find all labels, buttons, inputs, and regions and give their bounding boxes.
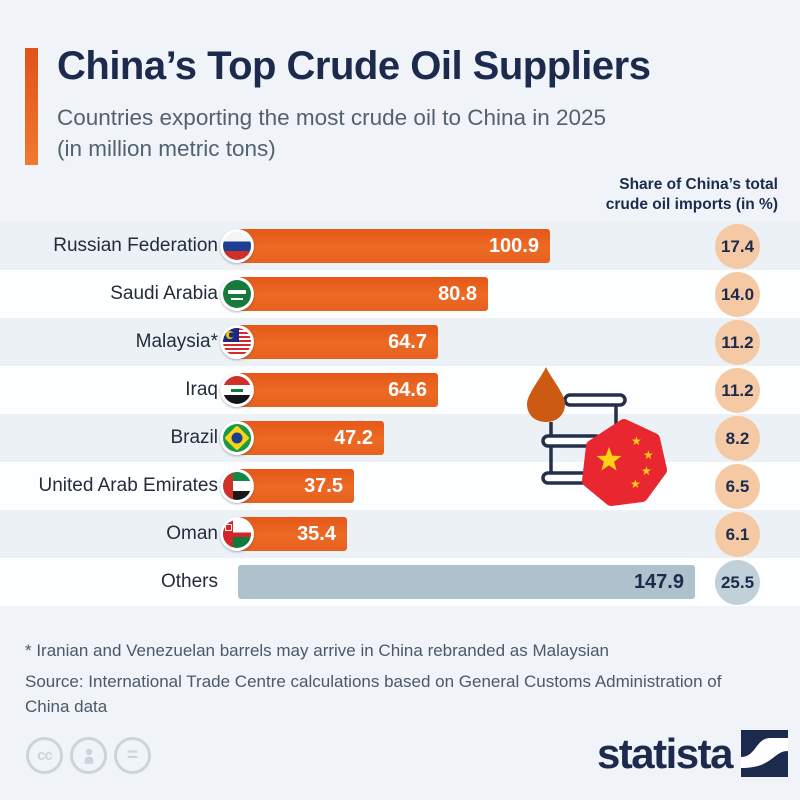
row-label: Saudi Arabia [110, 283, 218, 304]
chart-row-malaysia: Malaysia* 64.7 11.2 [0, 318, 800, 366]
row-label: Others [160, 571, 218, 592]
subtitle-line-1: Countries exporting the most crude oil t… [57, 105, 607, 130]
oil-barrel-china-illustration: ★ ★ ★ ★ [527, 367, 667, 506]
share-badge: 14.0 [715, 272, 760, 317]
bar-value-label: 37.5 [304, 474, 343, 497]
iraq-flag-icon [220, 373, 254, 407]
statista-wave-icon [741, 730, 788, 777]
row-label: United Arab Emirates [38, 475, 218, 496]
bar-malaysia: 64.7 [238, 325, 438, 359]
svg-text:★: ★ [641, 464, 652, 478]
row-label: Brazil [170, 427, 218, 448]
share-badge: 11.2 [715, 320, 760, 365]
bar-value-label: 35.4 [297, 522, 336, 545]
cc-attribution-icon[interactable] [70, 737, 107, 774]
cc-license-icon[interactable]: cc [26, 737, 63, 774]
brazil-flag-icon [220, 421, 254, 455]
creative-commons-badges: cc = [26, 737, 151, 774]
row-label: Malaysia* [135, 331, 218, 352]
china-flag-badge-icon: ★ ★ ★ ★ [582, 419, 667, 506]
bar-value-label: 47.2 [334, 426, 373, 449]
bar-chart: Russian Federation 100.9 17.4 Saudi Arab… [0, 222, 800, 606]
share-column-header: Share of China’s total crude oil imports… [606, 175, 778, 215]
bar-value-label: 80.8 [438, 282, 477, 305]
row-label: Iraq [185, 379, 218, 400]
chart-row-iraq: Iraq 64.6 11.2 [0, 366, 800, 414]
bar-iraq: 64.6 [238, 373, 438, 407]
chart-row-oman: Oman 35.4 6.1 [0, 510, 800, 558]
person-icon [84, 748, 93, 764]
bar-brazil: 47.2 [238, 421, 384, 455]
uae-flag-icon [220, 469, 254, 503]
share-badge: 6.5 [715, 464, 760, 509]
bar-value-label: 147.9 [633, 570, 684, 593]
page-title: China’s Top Crude Oil Suppliers [57, 44, 651, 88]
cc-no-derivatives-icon[interactable]: = [114, 737, 151, 774]
statista-logo[interactable]: statista [597, 730, 788, 777]
page-subtitle: Countries exporting the most crude oil t… [57, 102, 697, 164]
saudi-arabia-flag-icon [220, 277, 254, 311]
svg-text:★: ★ [630, 477, 641, 491]
bar-value-label: 64.6 [388, 378, 427, 401]
svg-text:★: ★ [643, 448, 654, 462]
bar-russian-federation: 100.9 [238, 229, 550, 263]
bar-saudi-arabia: 80.8 [238, 277, 488, 311]
share-badge: 25.5 [715, 560, 760, 605]
subtitle-line-2: (in million metric tons) [57, 136, 276, 161]
bar-value-label: 64.7 [388, 330, 427, 353]
svg-text:★: ★ [631, 434, 642, 448]
chart-row-russian-federation: Russian Federation 100.9 17.4 [0, 222, 800, 270]
malaysia-flag-icon [220, 325, 254, 359]
share-header-line-2: crude oil imports (in %) [605, 196, 778, 213]
chart-row-others: Others 147.9 25.5 [0, 558, 800, 606]
bar-others: 147.9 [238, 565, 695, 599]
share-header-line-1: Share of China’s total [619, 176, 778, 193]
oman-flag-icon [220, 517, 254, 551]
row-label: Oman [166, 523, 218, 544]
chart-row-saudi-arabia: Saudi Arabia 80.8 14.0 [0, 270, 800, 318]
statista-wordmark: statista [596, 730, 734, 777]
russia-flag-icon [220, 229, 254, 263]
chart-row-united-arab-emirates: United Arab Emirates 37.5 6.5 [0, 462, 800, 510]
oil-drop-icon [527, 367, 565, 422]
share-badge: 8.2 [715, 416, 760, 461]
title-accent-bar [25, 48, 38, 165]
chart-row-brazil: Brazil 47.2 8.2 [0, 414, 800, 462]
source-text: Source: International Trade Centre calcu… [25, 672, 722, 716]
share-badge: 11.2 [715, 368, 760, 413]
bar-value-label: 100.9 [488, 234, 539, 257]
share-badge: 17.4 [715, 224, 760, 269]
row-label: Russian Federation [53, 235, 218, 256]
share-badge: 6.1 [715, 512, 760, 557]
footnote: * Iranian and Venezuelan barrels may arr… [25, 641, 610, 660]
bar-united-arab-emirates: 37.5 [238, 469, 354, 503]
bar-oman: 35.4 [238, 517, 347, 551]
